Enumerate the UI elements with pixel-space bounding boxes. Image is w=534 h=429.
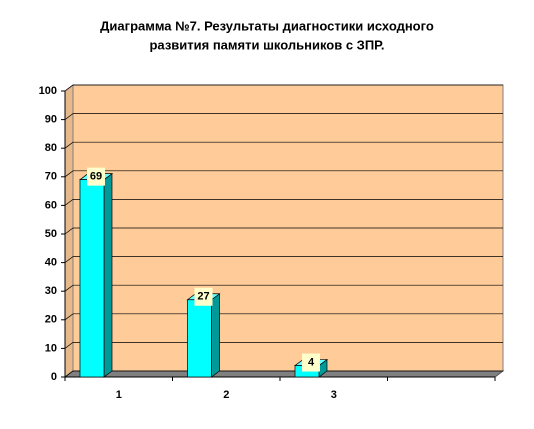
bar-side xyxy=(103,172,113,378)
grid-line xyxy=(64,227,503,235)
grid-line xyxy=(64,284,503,292)
y-tick-label: 60 xyxy=(45,199,57,211)
grid-line xyxy=(64,313,503,321)
chart-title: развития памяти школьников с ЗПР. xyxy=(149,37,384,52)
x-tick-label: 3 xyxy=(331,389,337,401)
grid-line xyxy=(64,170,503,178)
data-label: 69 xyxy=(90,171,102,183)
data-label-box xyxy=(194,287,213,306)
x-tick-label: 2 xyxy=(223,389,229,401)
y-tick-label: 40 xyxy=(45,257,57,269)
y-tick-label: 100 xyxy=(39,85,57,97)
data-label-box xyxy=(87,167,105,186)
y-tick-label: 70 xyxy=(45,171,57,183)
y-tick-label: 80 xyxy=(45,142,57,154)
chart-title: Диаграмма №7. Результаты диагностики исх… xyxy=(100,18,434,33)
grid-line xyxy=(64,342,503,349)
data-label: 4 xyxy=(308,356,315,368)
y-tick-label: 10 xyxy=(45,342,57,354)
bar xyxy=(79,179,105,378)
floor xyxy=(63,370,505,378)
grid-line xyxy=(64,370,503,378)
x-tick-label: 1 xyxy=(116,389,122,401)
y-tick-label: 90 xyxy=(45,114,57,126)
y-tick-label: 20 xyxy=(45,314,57,326)
bar-side xyxy=(211,293,220,378)
bar xyxy=(187,299,212,378)
data-label-box xyxy=(302,353,320,372)
grid-line xyxy=(64,113,503,120)
y-tick-label: 50 xyxy=(45,228,57,240)
data-label: 27 xyxy=(197,291,209,303)
grid-line xyxy=(64,141,503,149)
grid-line xyxy=(64,84,503,92)
y-tick-label: 30 xyxy=(45,285,57,297)
grid-line xyxy=(64,256,503,263)
grid-line xyxy=(64,199,503,206)
y-tick-label: 0 xyxy=(51,371,57,383)
